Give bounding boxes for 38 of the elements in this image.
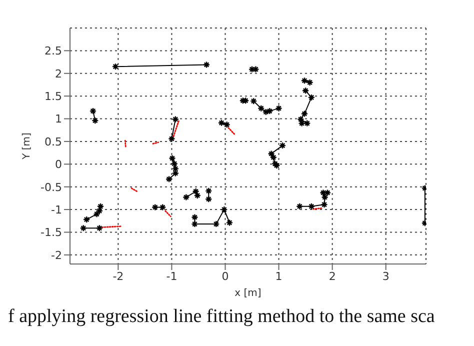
point (300, 110, 308, 118)
x-tick-label: 0 (222, 270, 229, 283)
point (266, 107, 274, 115)
point (172, 170, 180, 177)
x-tick-label: 3 (382, 270, 390, 283)
point (220, 206, 228, 214)
y-tick-label: -0.5 (40, 180, 62, 194)
point (270, 154, 278, 161)
x-tick-label: 1 (275, 270, 282, 283)
y-tick-label: 1.5 (44, 90, 62, 103)
point (212, 220, 220, 228)
y-tick-label: 1 (55, 112, 62, 126)
x-axis-title: x [m] (234, 288, 262, 299)
y-tick-label: 0 (55, 158, 62, 172)
point (320, 200, 328, 208)
y-tick-label: 0.5 (44, 135, 62, 148)
point (308, 94, 316, 102)
y-tick-label: -1 (51, 203, 62, 216)
point (192, 188, 200, 195)
text: f applying regression line fitting method to the same sca (8, 306, 436, 328)
point (308, 202, 316, 210)
point (191, 220, 198, 228)
point (268, 150, 275, 158)
point (172, 165, 180, 172)
x-tick-label: -2 (112, 270, 124, 283)
point (306, 78, 314, 86)
y-tick-label: -1.5 (40, 226, 62, 240)
y-axis-title: Y [m] (22, 132, 33, 160)
x-tick-label: 2 (328, 270, 336, 283)
x-tick-label: -1 (166, 270, 178, 283)
point (252, 66, 260, 73)
point (93, 210, 100, 218)
y-tick-label: 2 (55, 67, 62, 80)
point (297, 116, 304, 123)
y-tick-label: 2.5 (44, 44, 62, 58)
y-tick-label: -2 (51, 248, 62, 262)
point (170, 160, 178, 168)
point (258, 104, 265, 112)
